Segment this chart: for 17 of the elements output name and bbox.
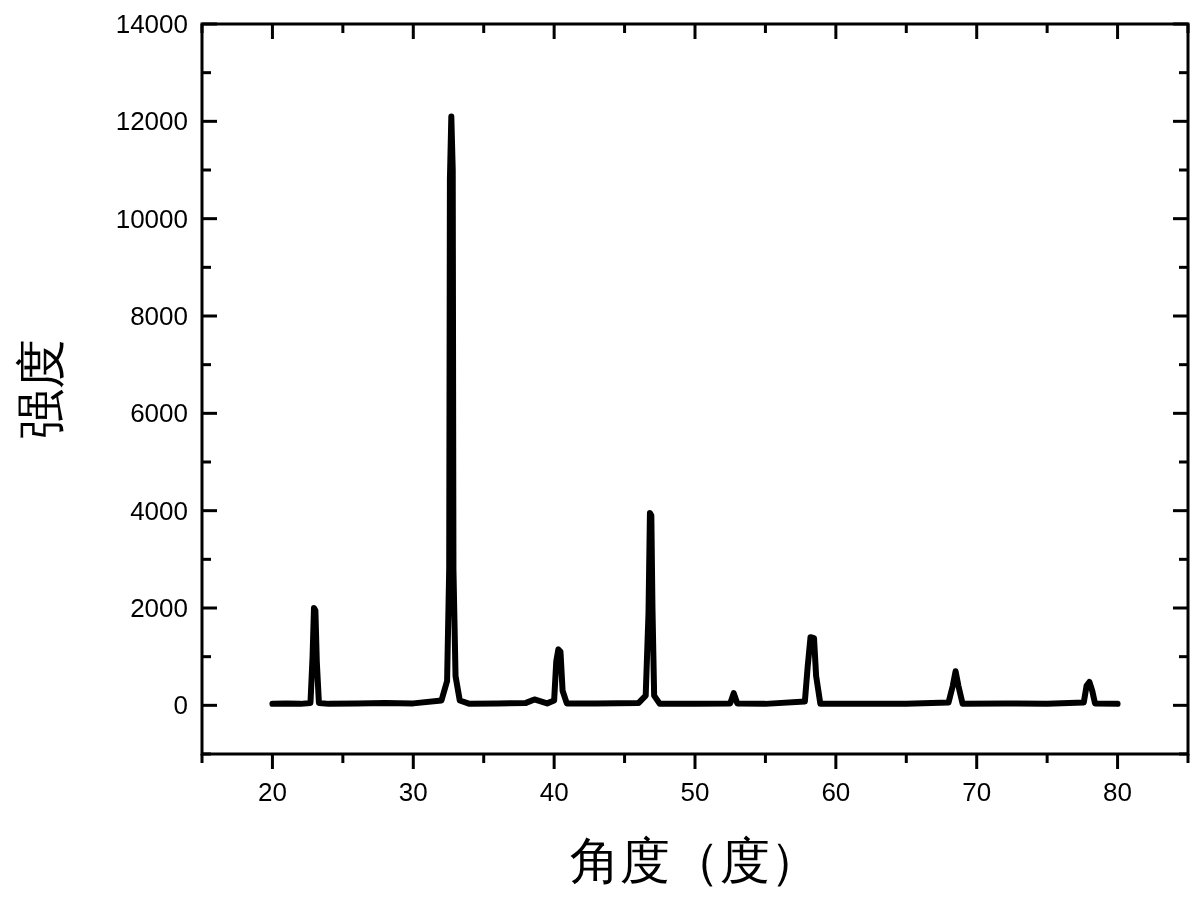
x-tick-label: 20	[257, 777, 287, 807]
y-tick-label: 2000	[130, 593, 188, 623]
x-tick-label: 40	[539, 777, 569, 807]
y-tick-label: 8000	[130, 301, 188, 331]
y-tick-label: 12000	[115, 106, 188, 137]
x-tick-label: 30	[398, 777, 428, 807]
y-tick-label: 4000	[130, 495, 188, 526]
x-tick-label: 60	[821, 777, 851, 807]
y-axis-title: 强度	[13, 339, 69, 439]
y-tick-label: 14000	[115, 9, 188, 39]
x-tick-label: 80	[1103, 777, 1133, 807]
y-tick-label: 10000	[115, 203, 188, 234]
x-tick-label: 70	[962, 777, 992, 807]
x-axis-title: 角度（度）	[570, 833, 820, 889]
x-tick-label: 50	[680, 777, 710, 807]
y-tick-label: 6000	[130, 398, 188, 429]
y-tick-label: 0	[173, 690, 188, 721]
